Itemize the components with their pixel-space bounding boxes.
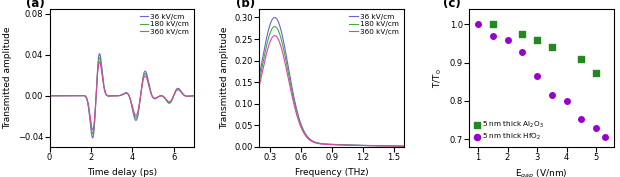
180 kV/cm (125, 94, 133, 96)
360 kV/cm (96, 61, 104, 63)
Line: 36 kV/cm: 36 kV/cm (50, 54, 194, 138)
5 nm thick HfO$_2$ (517, 50, 527, 53)
180 kV/cm (89, 133, 96, 135)
Line: 360 kV/cm: 360 kV/cm (259, 36, 404, 146)
36 kV/cm (343, 144, 351, 146)
5 nm thick HfO$_2$ (473, 23, 483, 26)
180 kV/cm (401, 145, 408, 147)
36 kV/cm (366, 144, 373, 147)
36 kV/cm (348, 144, 355, 146)
36 kV/cm (46, 95, 53, 97)
360 kV/cm (255, 84, 263, 87)
Y-axis label: Transmitted amplitude: Transmitted amplitude (220, 27, 229, 129)
36 kV/cm (125, 94, 133, 96)
5 nm thick Al$_2$O$_3$ (517, 32, 527, 35)
180 kV/cm (70, 95, 78, 97)
5 nm thick Al$_2$O$_3$ (577, 57, 587, 60)
180 kV/cm (95, 61, 102, 63)
180 kV/cm (271, 25, 278, 28)
5 nm thick Al$_2$O$_3$ (547, 46, 557, 49)
180 kV/cm (366, 145, 373, 147)
Line: 180 kV/cm: 180 kV/cm (259, 27, 404, 146)
36 kV/cm (190, 95, 198, 97)
5 nm thick Al$_2$O$_3$ (488, 23, 498, 26)
36 kV/cm (401, 145, 408, 147)
36 kV/cm (255, 74, 263, 76)
180 kV/cm (381, 145, 388, 147)
360 kV/cm (125, 94, 133, 96)
36 kV/cm (95, 57, 102, 59)
36 kV/cm (96, 53, 104, 55)
360 kV/cm (95, 64, 102, 67)
180 kV/cm (109, 95, 117, 97)
36 kV/cm (109, 95, 117, 97)
Line: 360 kV/cm: 360 kV/cm (50, 62, 194, 130)
Legend: 36 kV/cm, 180 kV/cm, 360 kV/cm: 36 kV/cm, 180 kV/cm, 360 kV/cm (138, 12, 191, 36)
180 kV/cm (46, 95, 53, 97)
Line: 180 kV/cm: 180 kV/cm (50, 58, 194, 134)
5 nm thick Al$_2$O$_3$ (591, 72, 601, 75)
5 nm thick HfO$_2$ (562, 99, 572, 102)
360 kV/cm (366, 145, 373, 147)
X-axis label: Time delay (ps): Time delay (ps) (87, 168, 157, 177)
36 kV/cm (70, 95, 78, 97)
180 kV/cm (122, 92, 130, 94)
5 nm thick HfO$_2$ (591, 126, 601, 129)
360 kV/cm (46, 95, 53, 97)
5 nm thick HfO$_2$ (503, 39, 513, 42)
Text: (a): (a) (27, 0, 45, 10)
36 kV/cm (122, 92, 130, 94)
Legend: 5 nm thick Al$_2$O$_3$, 5 nm thick HfO$_2$: 5 nm thick Al$_2$O$_3$, 5 nm thick HfO$_… (472, 119, 546, 143)
180 kV/cm (190, 95, 198, 97)
360 kV/cm (401, 145, 408, 147)
360 kV/cm (70, 95, 78, 97)
Y-axis label: Transmitted amplitude: Transmitted amplitude (4, 27, 12, 129)
5 nm thick HfO$_2$ (488, 34, 498, 37)
360 kV/cm (343, 144, 351, 146)
180 kV/cm (96, 57, 104, 59)
360 kV/cm (271, 35, 278, 37)
X-axis label: E$_{gap}$ (V/nm): E$_{gap}$ (V/nm) (515, 168, 568, 177)
36 kV/cm (340, 144, 347, 146)
5 nm thick Al$_2$O$_3$ (532, 38, 542, 41)
360 kV/cm (340, 144, 347, 146)
360 kV/cm (381, 145, 388, 147)
5 nm thick HfO$_2$ (600, 136, 610, 139)
180 kV/cm (65, 95, 73, 97)
36 kV/cm (89, 137, 96, 139)
360 kV/cm (65, 95, 73, 97)
180 kV/cm (348, 144, 355, 146)
360 kV/cm (190, 95, 198, 97)
180 kV/cm (255, 79, 263, 81)
5 nm thick HfO$_2$ (547, 94, 557, 97)
180 kV/cm (343, 144, 351, 146)
36 kV/cm (265, 30, 272, 32)
360 kV/cm (109, 95, 117, 97)
360 kV/cm (89, 129, 96, 131)
Text: (b): (b) (236, 0, 255, 10)
X-axis label: Frequency (THz): Frequency (THz) (295, 168, 368, 177)
36 kV/cm (271, 16, 278, 19)
180 kV/cm (265, 38, 272, 40)
360 kV/cm (265, 46, 272, 48)
36 kV/cm (65, 95, 73, 97)
360 kV/cm (348, 144, 355, 146)
36 kV/cm (381, 145, 388, 147)
Line: 36 kV/cm: 36 kV/cm (259, 18, 404, 146)
180 kV/cm (340, 144, 347, 146)
Y-axis label: T/T$_0$: T/T$_0$ (432, 68, 444, 88)
5 nm thick HfO$_2$ (577, 118, 587, 120)
Text: (c): (c) (443, 0, 461, 10)
5 nm thick HfO$_2$ (532, 75, 542, 77)
Legend: 36 kV/cm, 180 kV/cm, 360 kV/cm: 36 kV/cm, 180 kV/cm, 360 kV/cm (348, 12, 401, 36)
360 kV/cm (122, 92, 130, 94)
